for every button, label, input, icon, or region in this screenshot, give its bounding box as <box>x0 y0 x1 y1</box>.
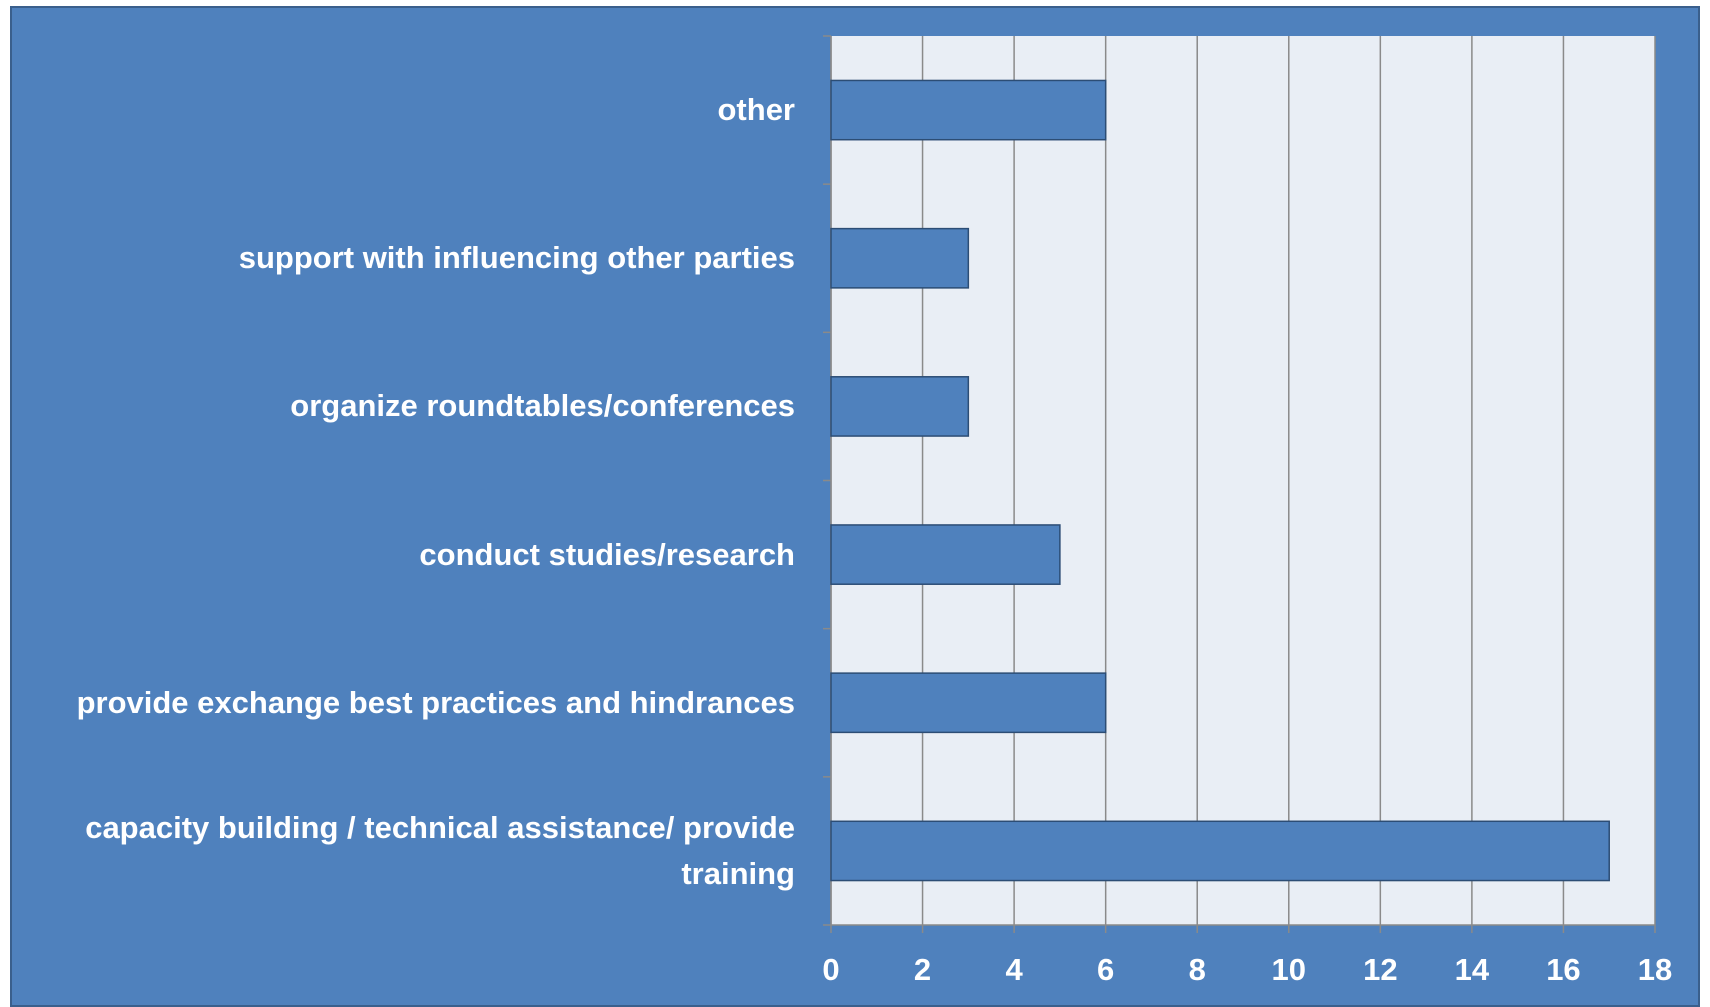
bar <box>830 376 970 437</box>
bar <box>830 672 1107 734</box>
x-tick-label: 10 <box>1272 952 1306 987</box>
y-tick-label: other <box>717 92 796 128</box>
x-tick-label: 4 <box>1005 952 1023 987</box>
x-tick-label: 2 <box>914 952 931 987</box>
x-tick-label: 0 <box>822 952 839 987</box>
x-tick-label: 6 <box>1097 952 1114 987</box>
x-tick-label: 14 <box>1455 952 1490 987</box>
y-tick-label: conduct studies/research <box>419 536 795 572</box>
x-tick-label: 8 <box>1189 952 1206 987</box>
x-tick-label: 12 <box>1363 952 1397 987</box>
y-tick-label: organize roundtables/conferences <box>290 388 795 424</box>
bar <box>830 227 970 289</box>
plot-area <box>831 36 1655 925</box>
bar <box>830 524 1061 585</box>
bar <box>830 79 1107 141</box>
x-tick-label: 16 <box>1546 952 1580 987</box>
y-tick-label: provide exchange best practices and hind… <box>76 684 795 720</box>
bar <box>830 820 1610 882</box>
x-tick-label: 18 <box>1638 952 1672 987</box>
y-tick-label: capacity building / technical assistance… <box>85 809 795 891</box>
y-tick-label: support with influencing other parties <box>238 240 795 276</box>
